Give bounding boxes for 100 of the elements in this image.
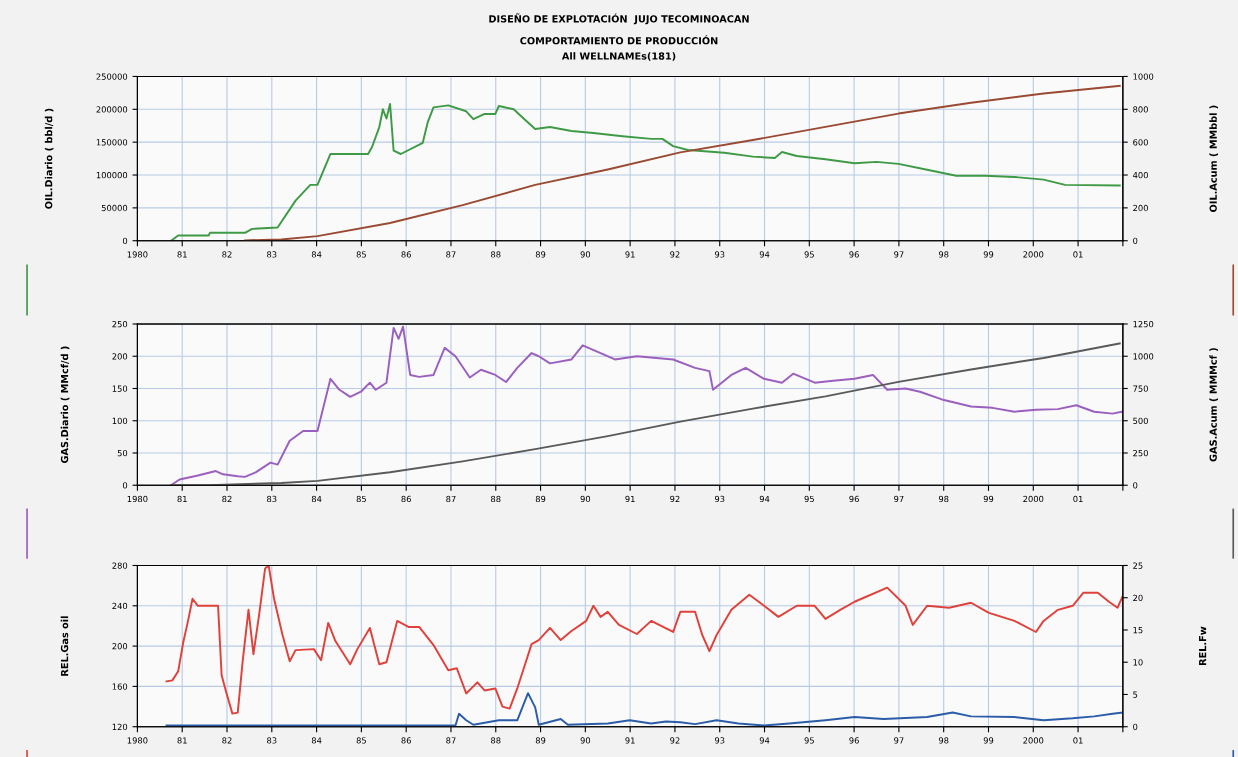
y-axis-title: REL.Gas oil — [60, 616, 69, 676]
x-tick-label: 81 — [177, 495, 187, 503]
y2-tick-label: 750 — [1133, 385, 1148, 392]
y-tick-label: 250000 — [96, 73, 128, 80]
x-tick-label: 1980 — [127, 737, 148, 744]
line-series — [243, 84, 1121, 241]
y-tick-label: 200 — [112, 353, 128, 360]
y2-tick-label: 400 — [1133, 172, 1148, 179]
x-tick-label: 96 — [849, 495, 859, 503]
line-series — [165, 692, 1123, 727]
x-tick-label: 83 — [267, 495, 277, 503]
y2-axis-title: OIL.Acum ( MMbbl ) — [1209, 105, 1219, 212]
x-tick-label: 2000 — [1023, 251, 1044, 258]
y2-tick-label: 1000 — [1133, 353, 1154, 360]
x-tick-label: 88 — [491, 495, 501, 503]
x-tick-label: 84 — [311, 737, 322, 744]
y2-tick-label: 1250 — [1133, 320, 1154, 328]
x-tick-label: 01 — [1073, 737, 1083, 744]
x-tick-label: 94 — [759, 737, 770, 744]
y-tick-label: 280 — [112, 562, 128, 569]
x-tick-label: 95 — [804, 495, 814, 503]
x-tick-label: 93 — [714, 495, 725, 503]
y2-tick-label: 500 — [1133, 417, 1148, 425]
x-tick-label: 82 — [222, 737, 232, 744]
x-tick-label: 99 — [983, 495, 994, 503]
x-tick-label: 1980 — [127, 495, 148, 503]
x-tick-label: 89 — [535, 737, 546, 744]
x-tick-label: 96 — [849, 737, 859, 744]
y2-tick-label: 0 — [1133, 723, 1138, 730]
x-tick-label: 88 — [491, 737, 501, 744]
y-axis-title: GAS.Diario ( MMcf/d ) — [60, 346, 70, 464]
x-tick-label: 89 — [535, 495, 546, 503]
y2-tick-label: 0 — [1133, 482, 1138, 489]
x-tick-label: 83 — [267, 251, 277, 258]
y2-axis-title: REL.Fw — [1199, 626, 1207, 666]
x-tick-label: 85 — [356, 737, 366, 744]
x-tick-label: 84 — [311, 251, 322, 258]
x-tick-label: 92 — [670, 737, 680, 744]
y-tick-label: 240 — [112, 602, 128, 610]
y2-tick-label: 25 — [1133, 562, 1143, 569]
y-tick-label: 150000 — [96, 139, 128, 146]
x-tick-label: 82 — [222, 251, 232, 258]
x-tick-label: 90 — [580, 251, 591, 258]
x-tick-label: 93 — [714, 737, 725, 744]
x-tick-label: 82 — [222, 495, 232, 503]
x-tick-label: 86 — [401, 495, 411, 503]
x-tick-label: 91 — [625, 495, 635, 503]
x-tick-label: 86 — [401, 251, 411, 258]
chart-subtitle: COMPORTAMIENTO DE PRODUCCIÓN All WELLNAMEs(181) — [520, 35, 718, 61]
x-tick-label: 97 — [894, 495, 904, 503]
x-tick-label: 95 — [804, 737, 814, 744]
x-tick-label: 86 — [401, 737, 411, 744]
x-tick-label: 01 — [1073, 251, 1083, 258]
x-tick-label: 98 — [938, 495, 949, 503]
x-tick-label: 92 — [670, 495, 680, 503]
y2-tick-label: 15 — [1133, 627, 1143, 634]
y2-tick-label: 0 — [1133, 237, 1138, 245]
y-axis-title: OIL.Diario ( bbl/d ) — [44, 108, 54, 209]
y-tick-label: 50 — [117, 449, 128, 457]
x-tick-label: 93 — [714, 251, 725, 258]
y-tick-label: 200000 — [96, 106, 128, 113]
x-tick-label: 89 — [535, 251, 546, 258]
y-tick-label: 0 — [122, 237, 128, 245]
x-tick-label: 2000 — [1023, 737, 1044, 744]
x-tick-label: 87 — [446, 495, 456, 503]
y2-axis-title: GAS.Acum ( MMMcf ) — [1209, 348, 1219, 462]
x-tick-label: 97 — [894, 737, 904, 744]
x-tick-label: 01 — [1073, 495, 1083, 503]
y2-tick-label: 20 — [1133, 594, 1143, 602]
x-tick-label: 81 — [177, 737, 187, 744]
x-tick-label: 1980 — [127, 251, 148, 258]
x-tick-label: 99 — [983, 251, 994, 258]
x-tick-label: 2000 — [1023, 495, 1044, 503]
y2-tick-label: 250 — [1133, 449, 1148, 457]
x-tick-label: 95 — [804, 251, 814, 258]
y2-tick-label: 600 — [1133, 139, 1148, 146]
x-tick-label: 87 — [446, 251, 456, 258]
y-tick-label: 250 — [112, 320, 128, 328]
x-tick-label: 94 — [759, 251, 770, 258]
y-tick-label: 50000 — [101, 204, 128, 212]
x-tick-label: 88 — [491, 251, 501, 258]
y2-tick-label: 800 — [1133, 106, 1148, 113]
y2-tick-label: 5 — [1133, 691, 1138, 698]
line-series — [170, 103, 1121, 241]
y2-tick-label: 1000 — [1133, 73, 1154, 80]
x-tick-label: 90 — [580, 737, 591, 744]
x-tick-label: 85 — [356, 251, 366, 258]
x-tick-label: 84 — [311, 495, 322, 503]
x-tick-label: 94 — [759, 495, 770, 503]
chart-title: DISEÑO DE EXPLOTACIÓN JUJO TECOMINOACAN — [489, 13, 749, 25]
x-tick-label: 81 — [177, 251, 187, 258]
y2-tick-label: 10 — [1133, 659, 1143, 666]
y-tick-label: 200 — [112, 643, 128, 650]
y-tick-label: 100 — [112, 417, 128, 425]
x-tick-label: 91 — [625, 251, 635, 258]
x-tick-label: 98 — [938, 737, 949, 744]
x-tick-label: 90 — [580, 495, 591, 503]
y-tick-label: 0 — [122, 482, 128, 489]
x-tick-label: 98 — [938, 251, 949, 258]
x-tick-label: 87 — [446, 737, 456, 744]
